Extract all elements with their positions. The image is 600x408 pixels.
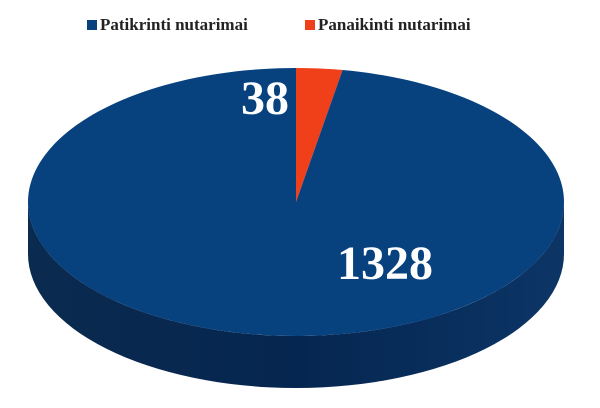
legend-swatch: [305, 20, 315, 30]
pie-side: [28, 202, 564, 388]
pie-slice: [296, 68, 343, 202]
pie-slice: [28, 68, 565, 337]
legend-label: Panaikinti nutarimai: [318, 15, 471, 34]
data-label: 38: [241, 72, 289, 125]
data-label: 1328: [337, 237, 433, 290]
legend-label: Patikrinti nutarimai: [100, 15, 248, 34]
legend-swatch: [87, 20, 97, 30]
